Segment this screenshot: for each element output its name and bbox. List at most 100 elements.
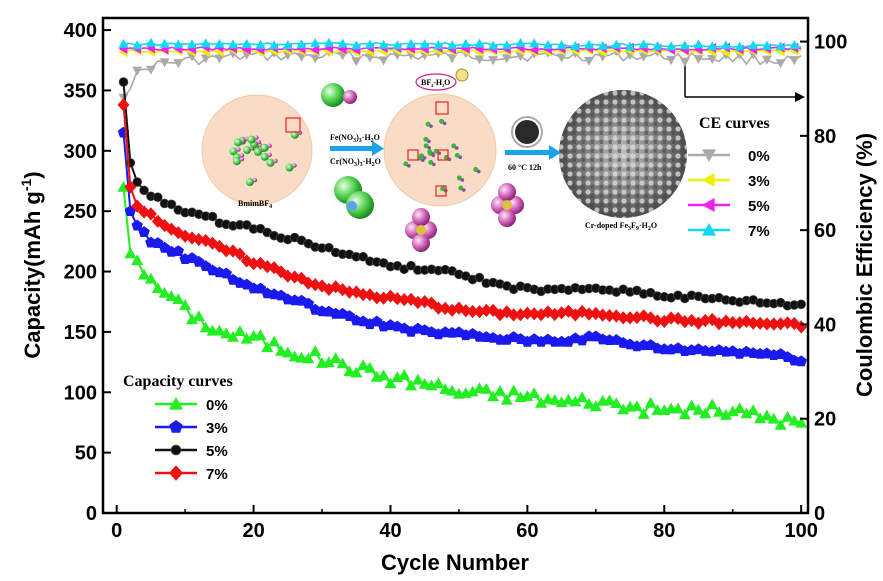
x-tick-label: 40 [379,520,401,542]
capacity-point [324,242,334,253]
capacity-point [719,314,732,328]
capacity-point [466,304,479,319]
capacity-point [138,226,150,237]
ce-line [123,41,802,48]
capacity-point [795,320,808,334]
capacity-point [166,199,177,210]
ce-point [269,40,280,50]
capacity-point [796,299,806,310]
ce-point [474,55,485,65]
ce-point [570,41,581,50]
capacity-point [754,316,767,330]
capacity-point [466,385,479,397]
ce-point [351,40,362,50]
capacity-point [535,396,548,408]
ce-point [775,59,786,69]
ce-point [214,54,225,64]
capacity-point [227,330,239,342]
capacity-point [254,329,267,340]
ce-point [666,56,677,65]
inset-particle-dot [515,120,539,144]
capacity-series-0pct [117,181,808,430]
inset-sem-grain [559,90,687,218]
capacity-point [343,285,356,299]
x-tick-label: 0 [111,520,122,542]
capacity-point [781,410,794,422]
capacity-point [131,254,144,265]
ce-point [693,55,704,64]
ce-point [611,39,622,49]
capacity-point [658,314,671,328]
ce-series-7pct [118,37,802,51]
capacity-point [747,316,760,330]
capacity-point [719,409,732,420]
capacity-legend-entry: 7% [155,465,228,483]
plot-frame [101,16,810,515]
inset-particle-glow [511,116,543,148]
ce-point [748,40,759,50]
ce-point [433,40,444,49]
capacity-point [144,272,157,284]
capacity-legend-label: 0% [206,397,228,414]
capacity-point [302,297,314,309]
capacity-series-layer [117,77,808,430]
capacity-point [521,306,534,320]
capacity-legend-title: Capacity curves [123,373,233,390]
ce-point [200,38,211,48]
capacity-point [514,308,527,322]
y2-tick-label: 20 [814,409,836,431]
ce-point [392,40,403,50]
capacity-point [665,311,678,325]
ce-point [679,57,690,67]
ce-point [145,65,156,75]
capacity-point [473,305,486,319]
capacity-point [713,317,725,331]
ce-point [529,44,539,55]
ce-point [132,66,143,76]
ce-point [584,56,594,66]
ce-point [132,40,143,50]
capacity-point [144,207,157,221]
capacity-legend-entry: 3% [155,420,228,437]
capacity-point [343,365,356,377]
capacity-point [432,301,445,315]
capacity-point [350,366,363,378]
capacity-legend-label: 5% [206,443,228,460]
x-axis-title: Cycle Number [381,550,529,575]
ce-legend-label: 0% [748,148,770,165]
y-tick-label: 150 [64,322,97,344]
capacity-legend-label: 3% [206,420,228,437]
x-tick-label: 80 [653,520,675,542]
ce-point [173,59,184,69]
capacity-point [151,282,164,293]
y-tick-label: 400 [64,20,97,42]
capacity-point [651,314,664,328]
capacity-point [678,315,691,329]
ce-point [789,40,800,50]
capacity-point [329,280,342,294]
capacity-point [172,245,184,256]
ce-point [720,40,731,50]
capacity-point [726,405,739,417]
capacity-series-3pct [117,126,807,367]
capacity-point [774,419,787,430]
capacity-point [583,307,595,321]
capacity-point [706,398,719,410]
ce-legend-label: 5% [748,198,770,215]
ce-line [122,50,802,99]
inset-label-cr-nitrate: Cr(NO3)3·H2O [330,157,381,168]
ce-point [200,54,211,64]
ce-point [488,40,499,50]
capacity-point [692,316,705,330]
capacity-point [357,288,370,302]
capacity-point [589,400,602,412]
capacity-point [569,308,582,322]
capacity-point [117,98,130,112]
legend-marker [169,465,183,481]
capacity-point [363,361,376,373]
capacity-point [637,309,650,323]
capacity-point [233,325,246,336]
capacity-point [767,317,780,331]
capacity-point [406,260,416,271]
ce-point [310,44,320,55]
